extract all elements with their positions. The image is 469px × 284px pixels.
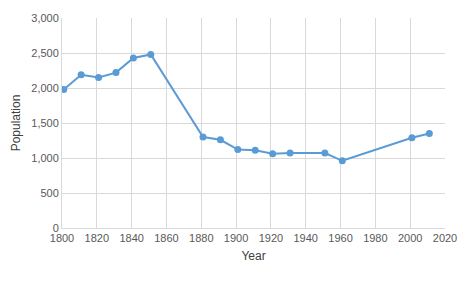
svg-text:1820: 1820 — [85, 232, 109, 244]
svg-text:0: 0 — [53, 222, 59, 234]
svg-text:1,500: 1,500 — [31, 117, 59, 129]
svg-text:1880: 1880 — [189, 232, 213, 244]
svg-text:2,500: 2,500 — [31, 47, 59, 59]
svg-text:2000: 2000 — [398, 232, 422, 244]
svg-text:1940: 1940 — [293, 232, 317, 244]
svg-text:Year: Year — [241, 249, 265, 263]
svg-text:3,000: 3,000 — [31, 12, 59, 24]
svg-text:1920: 1920 — [259, 232, 283, 244]
svg-text:Population: Population — [9, 95, 23, 152]
svg-text:2,000: 2,000 — [31, 82, 59, 94]
svg-text:1860: 1860 — [154, 232, 178, 244]
svg-text:500: 500 — [40, 187, 58, 199]
svg-text:1840: 1840 — [119, 232, 143, 244]
svg-text:1900: 1900 — [224, 232, 248, 244]
svg-text:2020: 2020 — [433, 232, 457, 244]
svg-text:1980: 1980 — [363, 232, 387, 244]
svg-text:1,000: 1,000 — [31, 152, 59, 164]
svg-text:1800: 1800 — [50, 232, 74, 244]
svg-text:1960: 1960 — [328, 232, 352, 244]
